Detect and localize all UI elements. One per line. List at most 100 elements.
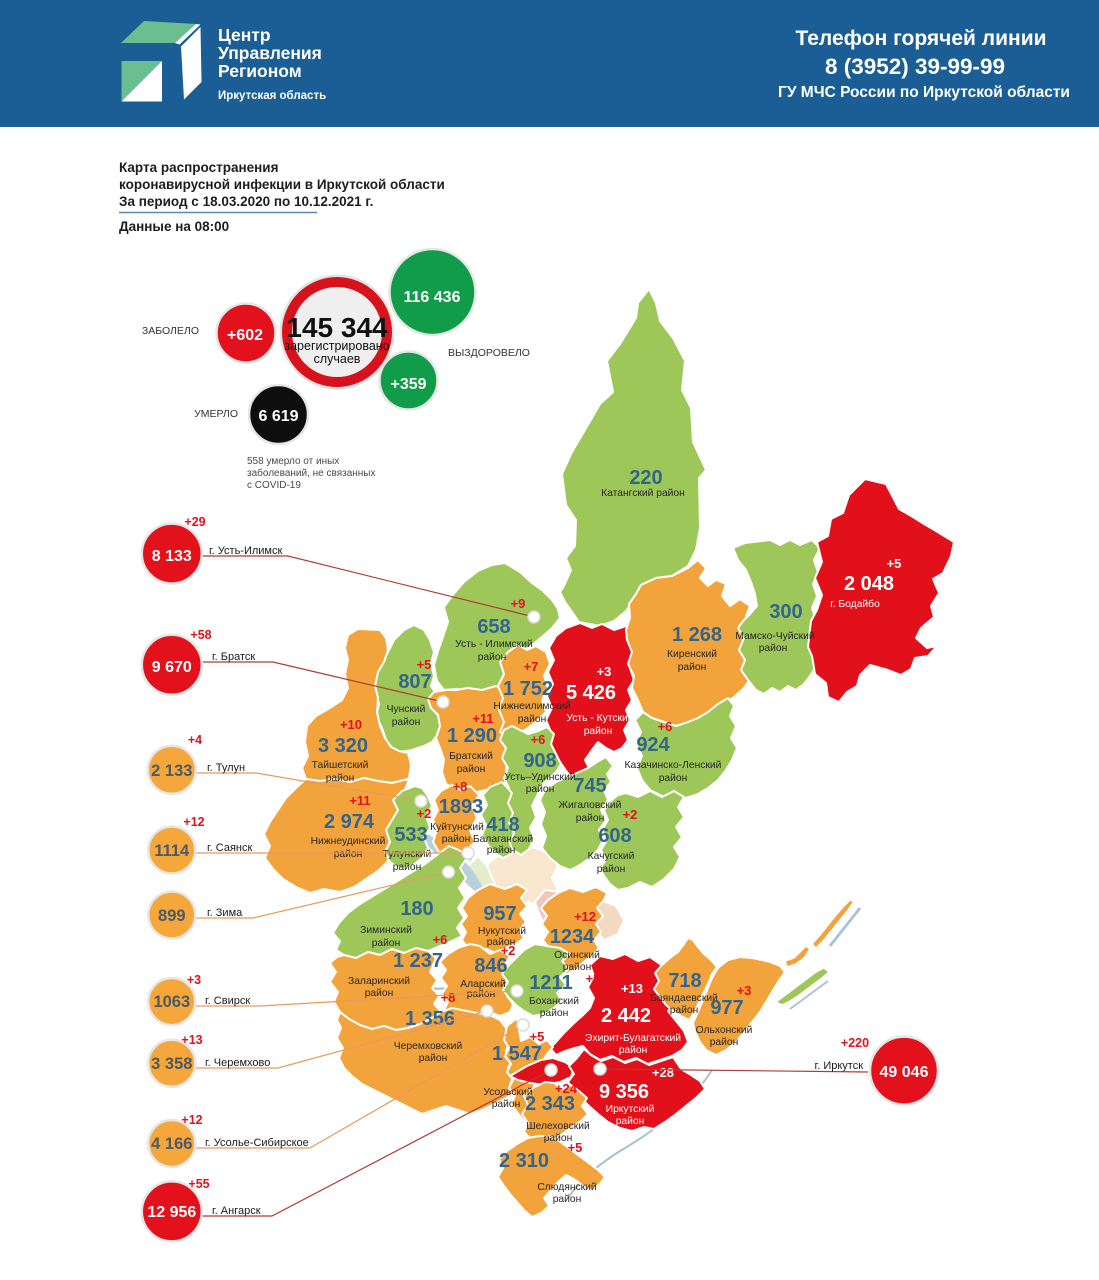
svg-text:Боханский: Боханский <box>529 996 579 1007</box>
svg-text:район: район <box>492 1099 521 1110</box>
svg-text:район: район <box>467 989 496 1000</box>
svg-text:116 436: 116 436 <box>404 289 461 306</box>
svg-text:Тулунский: Тулунский <box>383 849 432 860</box>
svg-text:+28: +28 <box>652 1065 674 1080</box>
svg-text:Усть - Кутский: Усть - Кутский <box>566 713 633 724</box>
svg-text:846: 846 <box>474 955 507 977</box>
svg-text:977: 977 <box>710 997 743 1019</box>
svg-text:Нижнеудинский: Нижнеудинский <box>311 836 386 847</box>
svg-text:район: район <box>478 652 507 663</box>
svg-text:Жигаловский: Жигаловский <box>559 800 622 811</box>
svg-text:300: 300 <box>769 601 802 623</box>
svg-text:район: район <box>584 726 613 737</box>
svg-text:+5: +5 <box>887 556 902 571</box>
svg-text:Шелеховский: Шелеховский <box>526 1121 590 1132</box>
svg-text:район: район <box>759 643 788 654</box>
svg-text:180: 180 <box>400 898 433 920</box>
svg-text:+11: +11 <box>472 711 493 726</box>
svg-text:+6: +6 <box>658 719 673 734</box>
svg-text:район: район <box>563 962 592 973</box>
svg-text:район: район <box>540 1008 569 1019</box>
svg-text:г. Свирск: г. Свирск <box>205 995 250 1007</box>
svg-text:г. Черемхово: г. Черемхово <box>205 1057 270 1069</box>
svg-text:+29: +29 <box>184 515 205 529</box>
svg-text:558 умерло от иных: 558 умерло от иных <box>247 456 339 467</box>
svg-text:район: район <box>518 714 547 725</box>
svg-text:+58: +58 <box>190 628 211 642</box>
svg-text:658: 658 <box>477 616 510 638</box>
svg-text:1893: 1893 <box>439 796 484 818</box>
svg-text:1 268: 1 268 <box>672 624 722 646</box>
svg-text:район: район <box>392 717 421 728</box>
svg-text:УМЕРЛО: УМЕРЛО <box>194 408 238 420</box>
svg-text:Усть - Илимский: Усть - Илимский <box>455 639 533 650</box>
svg-text:+11: +11 <box>349 793 370 808</box>
svg-text:Данные на 08:00: Данные на 08:00 <box>119 219 229 234</box>
svg-text:+5: +5 <box>530 1029 545 1044</box>
svg-text:8 133: 8 133 <box>152 548 192 565</box>
svg-text:+4: +4 <box>188 733 202 747</box>
svg-text:район: район <box>442 834 471 845</box>
svg-text:район: район <box>616 1116 645 1127</box>
svg-text:Усть–Удинский: Усть–Удинский <box>504 772 575 783</box>
svg-text:район: район <box>457 764 486 775</box>
svg-text:Тайшетский: Тайшетский <box>312 760 369 771</box>
svg-text:+6: +6 <box>531 732 546 747</box>
svg-text:Казачинско-Ленский: Казачинско-Ленский <box>625 760 722 771</box>
svg-text:1063: 1063 <box>153 993 190 1011</box>
svg-text:район: район <box>553 1194 582 1205</box>
svg-text:1 547: 1 547 <box>492 1043 542 1065</box>
svg-text:1 356: 1 356 <box>405 1008 455 1030</box>
svg-text:с COVID-19: с COVID-19 <box>247 480 301 491</box>
svg-text:4 166: 4 166 <box>151 1135 192 1153</box>
svg-text:6 619: 6 619 <box>258 408 298 425</box>
svg-text:Иркутский: Иркутский <box>606 1104 655 1115</box>
svg-text:2 310: 2 310 <box>499 1150 549 1172</box>
svg-text:район: район <box>670 1005 699 1016</box>
svg-text:Черемховский: Черемховский <box>394 1041 463 1052</box>
svg-text:г. Братск: г. Братск <box>212 651 255 663</box>
svg-text:район: район <box>576 813 605 824</box>
svg-text:коронавирусной инфекции в Ирку: коронавирусной инфекции в Иркутской обла… <box>119 177 445 192</box>
svg-text:район: район <box>419 1053 448 1064</box>
svg-text:район: район <box>678 662 707 673</box>
svg-text:145 344: 145 344 <box>286 312 388 343</box>
svg-text:Мамско-Чуйский: Мамско-Чуйский <box>735 631 815 642</box>
svg-text:+3: +3 <box>597 664 612 679</box>
svg-text:12 956: 12 956 <box>147 1204 196 1221</box>
svg-text:+55: +55 <box>188 1177 209 1191</box>
svg-text:+5: +5 <box>586 971 601 986</box>
svg-text:745: 745 <box>573 775 606 797</box>
svg-text:2 133: 2 133 <box>151 762 192 780</box>
svg-text:+3: +3 <box>737 983 752 998</box>
svg-text:1211: 1211 <box>529 972 572 994</box>
svg-text:зарегистрировано: зарегистрировано <box>284 339 389 353</box>
svg-text:+359: +359 <box>390 376 426 393</box>
svg-text:Братский: Братский <box>449 751 493 762</box>
svg-text:3 320: 3 320 <box>318 735 368 757</box>
svg-text:608: 608 <box>598 825 631 847</box>
svg-text:г. Бодайбо: г. Бодайбо <box>830 598 880 610</box>
svg-text:Телефон горячей линии: Телефон горячей линии <box>795 27 1046 50</box>
svg-text:908: 908 <box>523 750 556 772</box>
svg-text:Катангский район: Катангский район <box>601 488 685 499</box>
svg-text:9 670: 9 670 <box>152 659 192 676</box>
svg-text:220: 220 <box>629 467 662 489</box>
svg-text:Нижнеилимский: Нижнеилимский <box>493 701 570 712</box>
svg-text:Ольхонский: Ольхонский <box>696 1025 753 1036</box>
svg-text:Аларский: Аларский <box>460 979 506 990</box>
svg-text:г. Саянск: г. Саянск <box>207 842 252 854</box>
svg-text:район: район <box>544 1133 573 1144</box>
svg-text:район: район <box>597 864 626 875</box>
svg-text:2 048: 2 048 <box>844 573 894 595</box>
svg-text:Центр: Центр <box>218 25 271 45</box>
svg-text:Регионом: Регионом <box>218 61 302 81</box>
svg-text:718: 718 <box>668 970 701 992</box>
svg-text:случаев: случаев <box>314 352 361 366</box>
svg-text:район: район <box>710 1037 739 1048</box>
svg-text:+12: +12 <box>183 815 204 829</box>
svg-text:Киренский: Киренский <box>667 649 717 660</box>
svg-text:Управления: Управления <box>218 43 322 63</box>
svg-text:район: район <box>659 773 688 784</box>
svg-text:За период с 18.03.2020 по 10.1: За период с 18.03.2020 по 10.12.2021 г. <box>119 194 373 209</box>
